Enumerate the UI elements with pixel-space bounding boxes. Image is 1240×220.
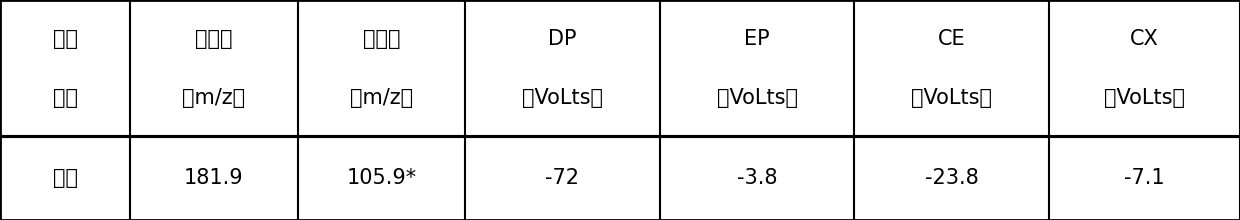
Text: （VoLts）: （VoLts）	[911, 88, 992, 108]
Text: 测定: 测定	[52, 29, 78, 48]
Text: -7.1: -7.1	[1125, 168, 1164, 188]
Text: 181.9: 181.9	[184, 168, 244, 188]
Text: 糖精: 糖精	[52, 168, 78, 188]
Text: CX: CX	[1130, 29, 1159, 48]
Text: -3.8: -3.8	[737, 168, 777, 188]
Text: 母离子: 母离子	[195, 29, 233, 48]
Text: （m/z）: （m/z）	[182, 88, 246, 108]
Text: EP: EP	[744, 29, 770, 48]
Text: 105.9*: 105.9*	[346, 168, 417, 188]
Text: -23.8: -23.8	[925, 168, 978, 188]
Text: （VoLts）: （VoLts）	[717, 88, 797, 108]
Text: （m/z）: （m/z）	[350, 88, 413, 108]
Text: DP: DP	[548, 29, 577, 48]
Text: CE: CE	[937, 29, 966, 48]
Text: 物质: 物质	[52, 88, 78, 108]
Text: -72: -72	[546, 168, 579, 188]
Text: （VoLts）: （VoLts）	[1104, 88, 1185, 108]
Text: 子离子: 子离子	[362, 29, 401, 48]
Text: （VoLts）: （VoLts）	[522, 88, 603, 108]
